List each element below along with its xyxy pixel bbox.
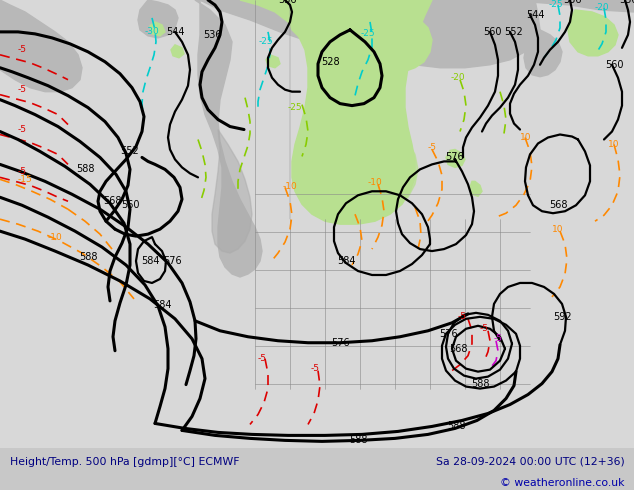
Text: -25: -25 <box>288 103 302 112</box>
Text: 560: 560 <box>120 200 139 210</box>
Text: 588: 588 <box>471 379 489 389</box>
Text: -5: -5 <box>18 85 27 94</box>
Polygon shape <box>470 181 482 196</box>
Polygon shape <box>310 122 418 217</box>
Polygon shape <box>345 0 432 72</box>
Polygon shape <box>524 30 562 77</box>
Text: -5: -5 <box>458 312 467 321</box>
Text: Height/Temp. 500 hPa [gdmp][°C] ECMWF: Height/Temp. 500 hPa [gdmp][°C] ECMWF <box>10 457 239 466</box>
Polygon shape <box>200 0 540 68</box>
Text: 552: 552 <box>120 147 139 156</box>
Text: 588: 588 <box>447 421 465 431</box>
Text: -10: -10 <box>283 182 297 191</box>
Text: 592: 592 <box>553 312 573 322</box>
Polygon shape <box>150 22 165 36</box>
Text: -5: -5 <box>18 167 27 176</box>
Text: 560: 560 <box>605 60 623 70</box>
Text: -25: -25 <box>259 37 273 47</box>
Polygon shape <box>446 149 465 168</box>
Polygon shape <box>195 0 262 277</box>
Polygon shape <box>212 129 252 253</box>
Text: 544: 544 <box>165 27 184 37</box>
Polygon shape <box>138 0 178 38</box>
Text: -5: -5 <box>427 143 436 152</box>
Text: © weatheronline.co.uk: © weatheronline.co.uk <box>500 477 624 488</box>
Polygon shape <box>195 0 634 12</box>
Text: 588: 588 <box>349 436 367 445</box>
Text: -20: -20 <box>451 73 465 82</box>
Text: 568: 568 <box>103 196 121 206</box>
Text: -5: -5 <box>479 324 489 333</box>
Text: Sa 28-09-2024 00:00 UTC (12+36): Sa 28-09-2024 00:00 UTC (12+36) <box>436 457 624 466</box>
Polygon shape <box>240 0 432 224</box>
Polygon shape <box>0 0 82 92</box>
Text: 588: 588 <box>75 164 94 174</box>
Polygon shape <box>568 10 618 56</box>
Text: -5: -5 <box>311 364 320 373</box>
Text: 576: 576 <box>331 338 349 348</box>
Text: 576: 576 <box>439 329 457 339</box>
Text: -10: -10 <box>48 233 62 242</box>
Text: 536: 536 <box>563 0 581 5</box>
Text: -25: -25 <box>548 0 564 9</box>
Text: 584: 584 <box>141 256 159 266</box>
Text: 552: 552 <box>505 27 524 37</box>
Text: 576: 576 <box>163 256 181 266</box>
Text: 10: 10 <box>608 140 620 149</box>
Text: -20: -20 <box>595 3 609 12</box>
Text: -10: -10 <box>368 178 382 187</box>
Polygon shape <box>171 45 184 58</box>
Text: 536: 536 <box>278 0 296 5</box>
Polygon shape <box>291 2 303 14</box>
Text: 560: 560 <box>482 27 501 37</box>
Polygon shape <box>450 0 525 60</box>
Text: 584: 584 <box>337 256 355 266</box>
Text: 544: 544 <box>526 10 544 20</box>
Polygon shape <box>288 0 338 42</box>
Text: 588: 588 <box>79 252 97 262</box>
Text: -15: -15 <box>18 175 32 184</box>
Text: -30: -30 <box>145 27 159 36</box>
Polygon shape <box>266 55 280 68</box>
Text: 568: 568 <box>549 200 567 210</box>
Text: -5: -5 <box>18 45 27 54</box>
Text: 536: 536 <box>203 30 221 40</box>
Text: 568: 568 <box>449 343 467 354</box>
Text: -25: -25 <box>361 29 375 38</box>
Text: -5: -5 <box>493 334 503 343</box>
Text: -5: -5 <box>257 354 266 363</box>
Text: 584: 584 <box>153 300 171 310</box>
Text: 10: 10 <box>521 133 532 142</box>
Text: 576: 576 <box>444 152 463 162</box>
Text: 536: 536 <box>619 0 634 5</box>
Text: 10: 10 <box>552 224 564 234</box>
Text: 528: 528 <box>321 57 339 67</box>
Text: -5: -5 <box>18 125 27 134</box>
